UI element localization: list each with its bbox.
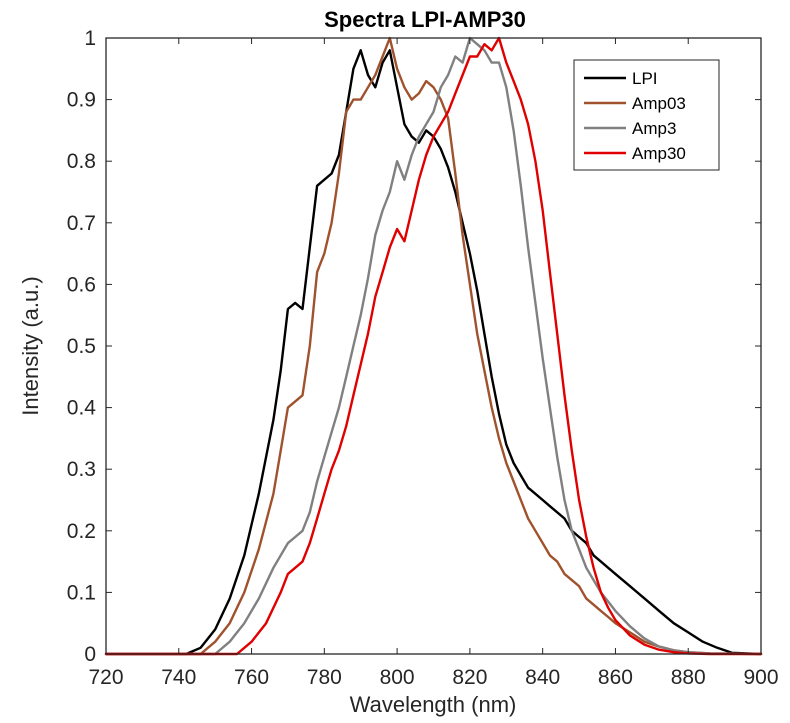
- x-axis-ticks: 720 740 760 780 800 820 840 860 880 900: [88, 38, 779, 689]
- legend-label-amp03: Amp03: [632, 94, 686, 113]
- y-tick-label: 0: [84, 643, 96, 666]
- x-tick-label: 780: [307, 666, 342, 689]
- y-tick-label: 0.1: [67, 581, 96, 604]
- legend-label-amp3: Amp3: [632, 119, 676, 138]
- x-tick-label: 880: [671, 666, 706, 689]
- x-tick-label: 760: [234, 666, 269, 689]
- y-axis-ticks: 0 0.1 0.2 0.3 0.4 0.5 0.6 0.7 0.8 0.9 1: [67, 27, 761, 666]
- legend-label-amp30: Amp30: [632, 144, 686, 163]
- legend-label-lpi: LPI: [632, 69, 658, 88]
- x-tick-label: 740: [161, 666, 196, 689]
- legend: LPI Amp03 Amp3 Amp30: [573, 59, 720, 171]
- plot-series-group: [104, 36, 763, 656]
- series-line-amp30: [104, 36, 763, 656]
- y-tick-label: 0.9: [67, 89, 96, 112]
- x-tick-label: 820: [452, 666, 487, 689]
- x-tick-label: 720: [88, 666, 123, 689]
- x-tick-label: 800: [380, 666, 415, 689]
- x-axis-label: Wavelength (nm): [350, 692, 517, 717]
- series-line-amp03: [104, 36, 763, 656]
- x-tick-label: 840: [525, 666, 560, 689]
- y-tick-label: 1: [84, 27, 96, 50]
- y-tick-label: 0.2: [67, 520, 96, 543]
- chart-title: Spectra LPI-AMP30: [324, 7, 526, 32]
- y-tick-label: 0.8: [67, 150, 96, 173]
- series-line-amp3: [104, 36, 763, 656]
- y-axis-label: Intensity (a.u.): [18, 276, 43, 415]
- y-tick-label: 0.3: [67, 458, 96, 481]
- y-tick-label: 0.5: [67, 335, 96, 358]
- y-tick-label: 0.6: [67, 273, 96, 296]
- y-tick-label: 0.7: [67, 212, 96, 235]
- y-tick-label: 0.4: [67, 397, 97, 420]
- x-tick-label: 900: [743, 666, 778, 689]
- series-line-lpi: [104, 49, 763, 656]
- x-tick-label: 860: [598, 666, 633, 689]
